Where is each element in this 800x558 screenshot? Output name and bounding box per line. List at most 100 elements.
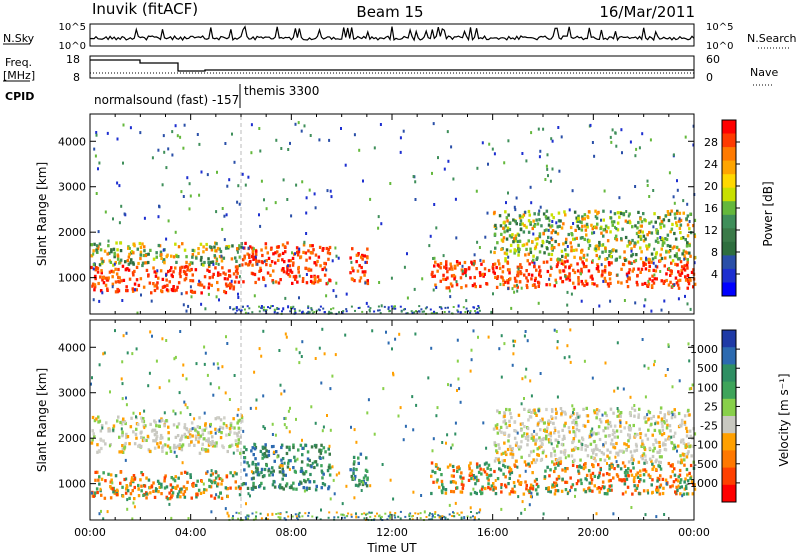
- data-cell: [551, 483, 554, 487]
- data-cell: [255, 259, 258, 263]
- data-cell: [198, 425, 201, 430]
- data-cell: [280, 486, 284, 490]
- data-cell: [527, 239, 530, 243]
- data-cell: [294, 513, 297, 516]
- data-cell: [195, 495, 198, 499]
- data-cell: [288, 430, 291, 434]
- data-cell: [98, 512, 101, 516]
- data-cell: [359, 276, 363, 280]
- data-cell: [435, 286, 438, 289]
- data-cell: [112, 427, 115, 431]
- data-cell: [157, 490, 160, 494]
- data-cell: [654, 255, 657, 260]
- data-cell: [434, 471, 437, 475]
- data-cell: [643, 218, 646, 222]
- data-cell: [508, 423, 511, 428]
- data-cell: [627, 271, 631, 275]
- data-cell: [591, 277, 594, 281]
- data-cell: [250, 449, 253, 453]
- data-cell: [534, 276, 537, 280]
- data-cell: [120, 204, 123, 208]
- data-cell: [291, 307, 294, 310]
- data-cell: [121, 434, 124, 438]
- data-cell: [498, 266, 502, 270]
- data-cell: [237, 296, 240, 299]
- data-cell: [548, 277, 551, 281]
- data-cell: [350, 515, 353, 518]
- colorbar-tick-label: 8: [711, 246, 718, 259]
- data-cell: [123, 212, 126, 216]
- data-cell: [236, 432, 239, 436]
- data-cell: [298, 361, 301, 365]
- data-cell: [296, 516, 298, 519]
- data-cell: [227, 244, 231, 249]
- data-cell: [179, 266, 182, 270]
- data-cell: [464, 270, 467, 274]
- data-cell: [136, 247, 139, 251]
- data-cell: [608, 484, 611, 488]
- data-cell: [271, 433, 274, 436]
- data-cell: [564, 467, 567, 471]
- data-cell: [366, 476, 369, 480]
- data-cell: [229, 421, 233, 426]
- data-cell: [438, 306, 441, 309]
- data-cell: [625, 448, 628, 452]
- data-cell: [602, 243, 605, 247]
- data-cell: [532, 409, 535, 413]
- data-cell: [542, 436, 545, 441]
- data-cell: [202, 245, 205, 249]
- data-cell: [511, 447, 514, 451]
- data-cell: [207, 286, 210, 290]
- data-cell: [595, 244, 598, 248]
- data-cell: [100, 424, 104, 428]
- data-cell: [283, 517, 286, 520]
- data-cell: [660, 433, 664, 437]
- data-cell: [96, 270, 100, 274]
- freq-label-2: [MHz]: [3, 69, 35, 82]
- data-cell: [132, 430, 135, 434]
- data-cell: [532, 232, 535, 236]
- data-cell: [529, 495, 532, 499]
- data-cell: [671, 413, 674, 417]
- data-cell: [140, 293, 142, 297]
- data-cell: [218, 477, 221, 481]
- data-cell: [602, 473, 605, 477]
- data-cell: [366, 512, 369, 515]
- data-cell: [553, 449, 556, 453]
- data-cell: [453, 480, 456, 484]
- data-cell: [614, 131, 617, 135]
- data-cell: [538, 436, 541, 440]
- data-cell: [124, 260, 127, 264]
- data-cell: [612, 476, 615, 480]
- data-cell: [472, 487, 475, 491]
- data-cell: [369, 512, 372, 514]
- data-cell: [529, 379, 532, 383]
- data-cell: [174, 355, 177, 359]
- data-cell: [530, 131, 533, 135]
- data-cell: [98, 363, 101, 367]
- data-cell: [530, 273, 534, 277]
- data-cell: [551, 229, 555, 233]
- data-cell: [584, 444, 587, 448]
- data-cell: [168, 502, 171, 506]
- data-cell: [213, 254, 216, 258]
- data-cell: [550, 137, 553, 141]
- data-cell: [550, 224, 554, 228]
- data-cell: [538, 209, 541, 213]
- data-cell: [109, 485, 112, 489]
- data-cell: [226, 494, 229, 499]
- data-cell: [195, 362, 198, 366]
- data-cell: [206, 373, 209, 377]
- data-cell: [648, 411, 652, 415]
- data-cell: [644, 395, 647, 399]
- data-cell: [589, 442, 593, 446]
- colorbar-swatch: [722, 282, 736, 297]
- data-cell: [193, 426, 196, 430]
- data-cell: [219, 491, 222, 495]
- data-cell: [652, 449, 655, 453]
- data-cell: [508, 268, 511, 272]
- data-cell: [438, 516, 441, 519]
- data-cell: [444, 306, 447, 309]
- data-cell: [273, 311, 276, 314]
- data-cell: [191, 427, 194, 431]
